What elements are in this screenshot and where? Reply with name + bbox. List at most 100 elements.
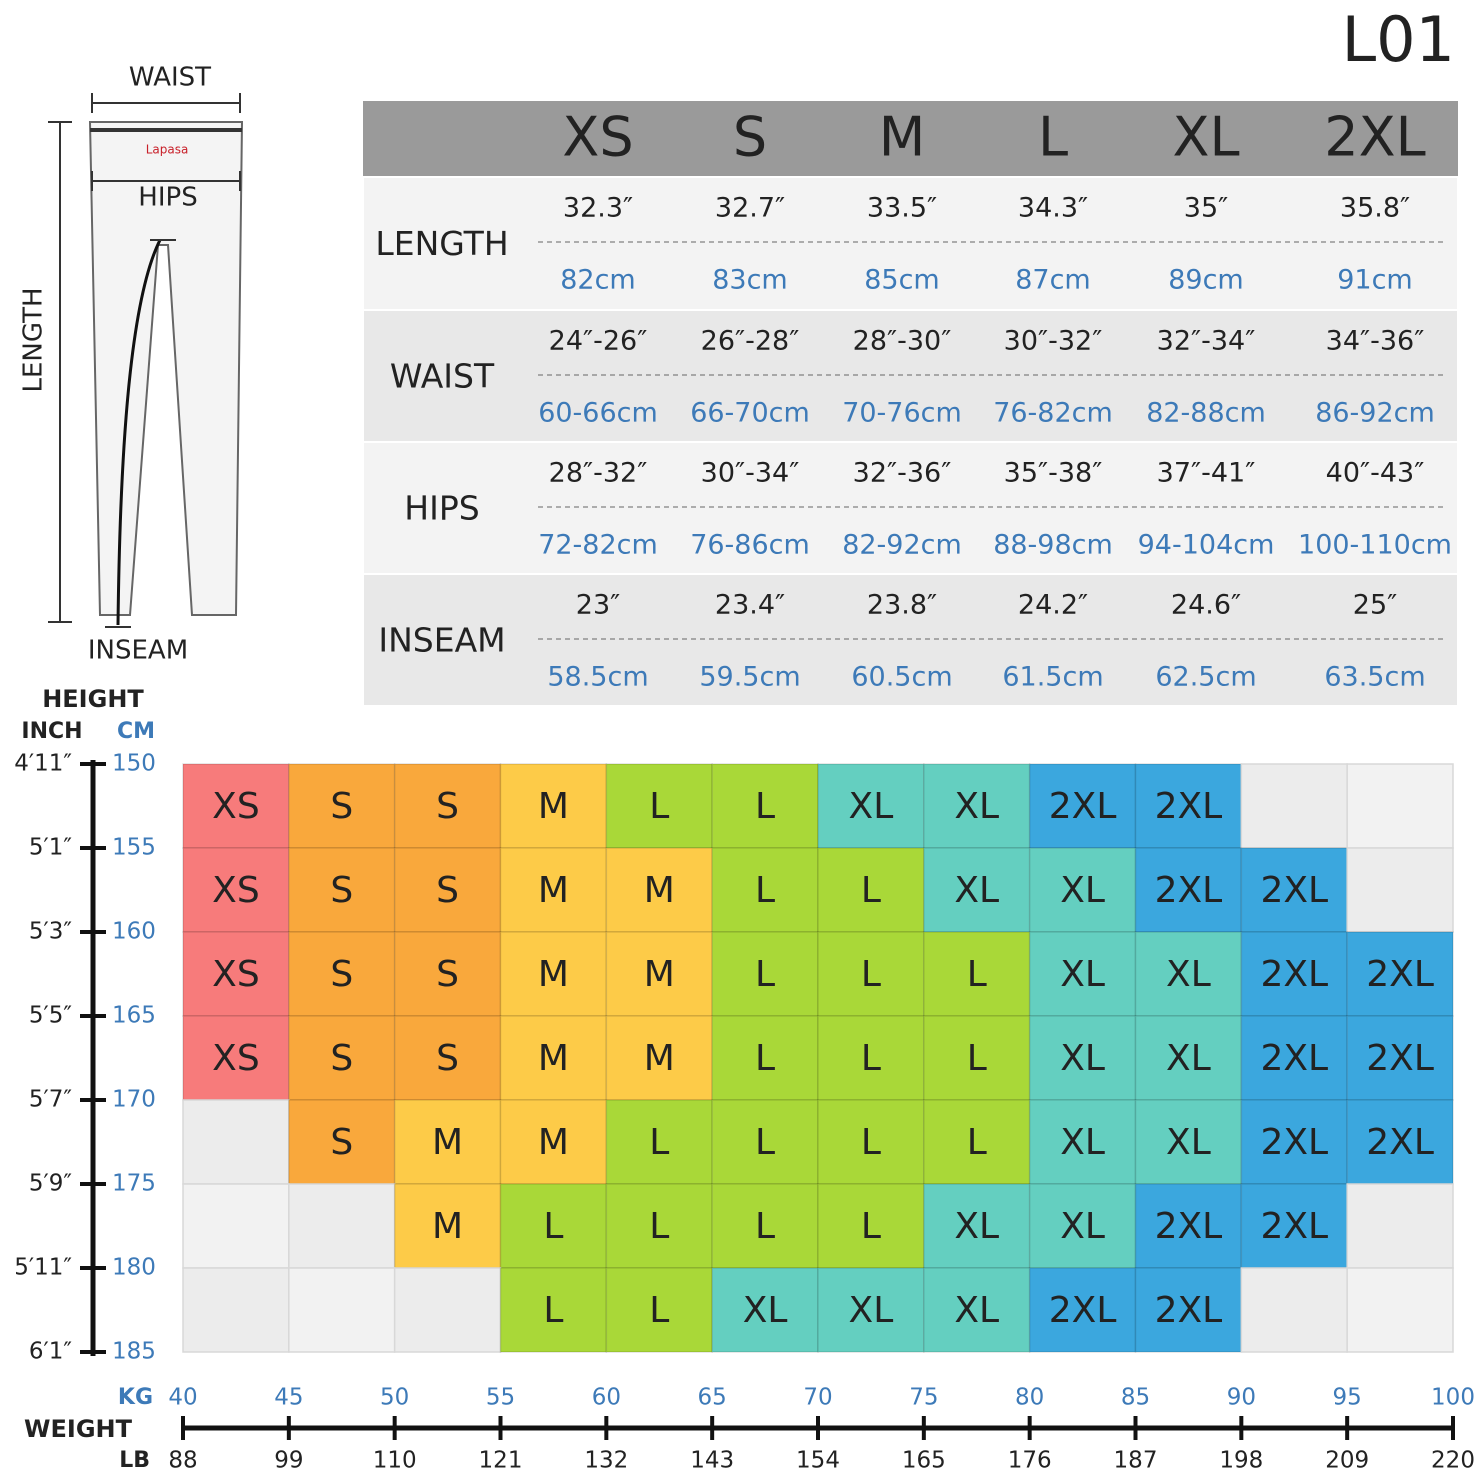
height-cm-label: 160 [112,919,156,945]
size-cell [1346,1183,1454,1269]
cm-value: 66-70cm [690,398,810,429]
size-cell-label: 2XL [1049,786,1117,827]
cm-value: 82-92cm [842,530,962,561]
size-cell [817,931,925,1017]
size-cell-label: L [543,1206,563,1247]
size-cell-label: XL [954,786,999,827]
size-cell [288,763,396,849]
size-cell [817,847,925,933]
inch-value: 28″-32″ [549,458,648,489]
size-cell-label: 2XL [1155,786,1223,827]
kg-label: 90 [1227,1385,1256,1411]
table-row [362,573,1459,707]
kg-title: KG [118,1385,153,1410]
size-cell [1240,763,1348,849]
kg-label: 100 [1431,1385,1475,1411]
size-cell [1346,931,1454,1017]
size-cell-label: 2XL [1260,1206,1328,1247]
height-inch-label: 4′11″ [14,751,72,777]
inch-value: 24.6″ [1171,590,1241,621]
size-cell-label: M [432,1206,463,1247]
size-cell-label: L [967,1122,987,1163]
size-cell [182,1099,290,1185]
row-label: HIPS [404,489,479,528]
model-code: L01 [1342,3,1455,76]
size-cell [817,1183,925,1269]
kg-label: 75 [909,1385,938,1411]
size-cell-label: XL [743,1290,788,1331]
row-label: WAIST [390,357,495,396]
size-cell [499,1183,608,1269]
size-cell-label: 2XL [1260,870,1328,911]
size-cell-label: S [436,954,459,995]
lb-label: 198 [1219,1448,1263,1474]
cm-value: 82-88cm [1146,398,1266,429]
size-cell [923,1267,1031,1353]
table-header [363,101,1458,177]
lb-label: 110 [373,1448,417,1474]
size-cell [1240,931,1348,1017]
size-cell [1028,1267,1137,1353]
size-cell-label: M [644,870,675,911]
size-cell [499,1099,608,1185]
cm-value: 83cm [712,265,788,296]
kg-label: 80 [1015,1385,1044,1411]
cm-value: 88-98cm [993,530,1113,561]
inch-value: 30″-34″ [701,458,800,489]
height-inch-label: 5′7″ [29,1087,72,1113]
inch-value: 24″-26″ [549,326,648,357]
inch-value: 28″-30″ [853,326,952,357]
inseam-label: INSEAM [88,636,188,666]
size-cell [923,1015,1031,1101]
size-cell [288,1183,396,1269]
size-cell-label: XL [1060,954,1105,995]
size-cell-label: XL [1060,1206,1105,1247]
size-cell [711,1267,819,1353]
height-inch-label: 5′11″ [14,1255,72,1281]
height-cm-label: 175 [112,1171,156,1197]
size-cell-label: M [538,786,569,827]
size-cell [1134,931,1243,1017]
size-cell-label: L [649,1290,669,1331]
size-cell [1346,1267,1454,1353]
size-cell-label: XS [212,870,260,911]
cm-value: 63.5cm [1324,662,1425,693]
size-cell-label: L [755,1206,775,1247]
inch-title: INCH [21,719,82,744]
height-inch-label: 5′5″ [29,1003,72,1029]
height-inch-label: 5′1″ [29,835,72,861]
lb-label: 99 [274,1448,303,1474]
size-cell-label: M [538,1038,569,1079]
kg-label: 50 [380,1385,409,1411]
size-cell-label: L [861,1206,881,1247]
size-cell [288,1099,396,1185]
cm-value: 62.5cm [1155,662,1256,693]
height-cm-label: 155 [112,835,156,861]
size-cell [288,847,396,933]
size-cell [1028,1099,1137,1185]
size-cell-label: M [432,1122,463,1163]
inch-value: 32.7″ [715,193,785,224]
height-cm-label: 180 [112,1255,156,1281]
lb-label: 176 [1008,1448,1052,1474]
inch-value: 33.5″ [867,193,937,224]
lb-label: 209 [1325,1448,1369,1474]
size-cell-label: XL [954,870,999,911]
cm-value: 59.5cm [699,662,800,693]
inch-value: 23.8″ [867,590,937,621]
inch-value: 23″ [576,590,620,621]
size-cell-label: L [649,1122,669,1163]
size-cell-label: XS [212,954,260,995]
inch-value: 40″-43″ [1326,458,1425,489]
size-cell-label: 2XL [1155,870,1223,911]
size-cell-label: S [436,870,459,911]
size-cell-label: L [755,786,775,827]
size-cell [1240,1183,1348,1269]
size-cell-label: M [538,870,569,911]
cm-value: 85cm [864,265,940,296]
size-cell [1240,1267,1348,1353]
size-cell [817,763,925,849]
size-cell-label: S [330,1122,353,1163]
table-row [362,309,1459,443]
size-cell [182,931,290,1017]
